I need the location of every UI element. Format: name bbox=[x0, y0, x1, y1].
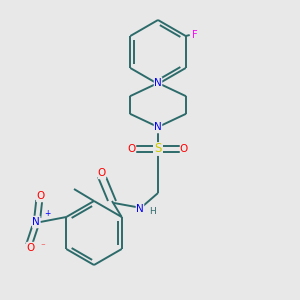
FancyBboxPatch shape bbox=[190, 29, 199, 41]
FancyBboxPatch shape bbox=[153, 142, 163, 156]
Text: O: O bbox=[26, 243, 34, 253]
Text: ⁻: ⁻ bbox=[40, 242, 45, 251]
FancyBboxPatch shape bbox=[98, 167, 106, 179]
FancyBboxPatch shape bbox=[128, 143, 136, 155]
Text: O: O bbox=[98, 168, 106, 178]
Text: N: N bbox=[32, 217, 40, 227]
Text: S: S bbox=[154, 142, 162, 155]
FancyBboxPatch shape bbox=[154, 121, 162, 133]
Text: F: F bbox=[192, 30, 197, 40]
Text: N: N bbox=[154, 122, 162, 132]
FancyBboxPatch shape bbox=[136, 203, 144, 215]
Text: +: + bbox=[44, 209, 51, 218]
FancyBboxPatch shape bbox=[26, 242, 34, 254]
Text: O: O bbox=[128, 144, 136, 154]
Text: N: N bbox=[136, 204, 144, 214]
FancyBboxPatch shape bbox=[32, 216, 41, 228]
FancyBboxPatch shape bbox=[180, 143, 188, 155]
Text: O: O bbox=[36, 191, 44, 201]
Text: H: H bbox=[149, 206, 156, 215]
Text: O: O bbox=[180, 144, 188, 154]
FancyBboxPatch shape bbox=[154, 77, 162, 89]
FancyBboxPatch shape bbox=[36, 190, 44, 202]
Text: N: N bbox=[154, 78, 162, 88]
